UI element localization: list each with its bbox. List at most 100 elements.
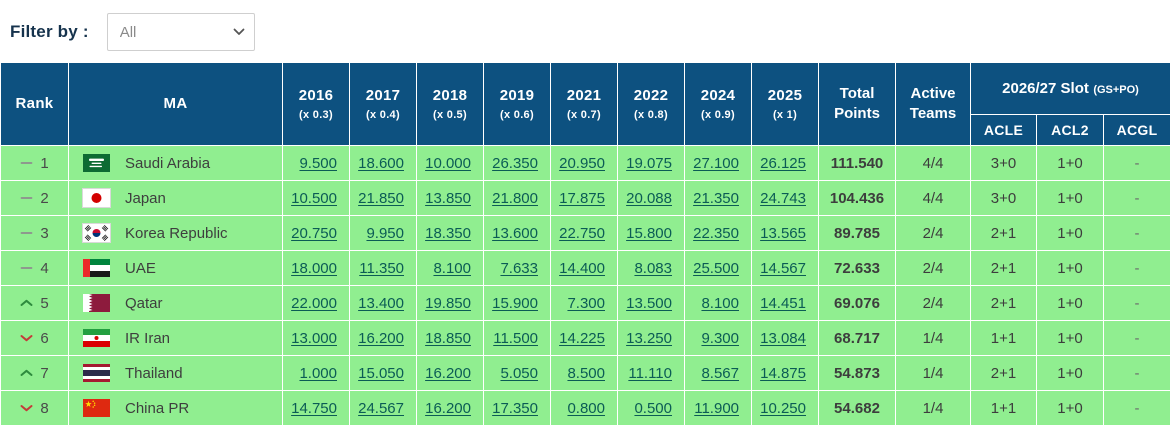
score-link[interactable]: 10.250 (760, 400, 806, 417)
score-link[interactable]: 8.567 (701, 365, 739, 382)
score-link[interactable]: 24.567 (358, 400, 404, 417)
score-link[interactable]: 0.500 (634, 400, 672, 417)
score-cell: 18.600 (350, 146, 417, 181)
score-cell: 13.600 (484, 216, 551, 251)
ranking-table: Rank MA 2016(x 0.3) 2017(x 0.4) 2018(x 0… (0, 62, 1170, 426)
score-link[interactable]: 13.000 (291, 330, 337, 347)
score-link[interactable]: 20.950 (559, 155, 605, 172)
score-link[interactable]: 9.500 (299, 155, 337, 172)
score-link[interactable]: 17.350 (492, 400, 538, 417)
score-link[interactable]: 9.300 (701, 330, 739, 347)
score-cell: 22.750 (551, 216, 618, 251)
score-link[interactable]: 13.565 (760, 225, 806, 242)
header-year-2022: 2022(x 0.8) (618, 63, 685, 146)
score-link[interactable]: 19.075 (626, 155, 672, 172)
score-link[interactable]: 11.900 (694, 400, 739, 417)
flag-korea-republic (83, 224, 110, 242)
score-link[interactable]: 8.500 (567, 365, 605, 382)
score-link[interactable]: 13.250 (626, 330, 672, 347)
flag-ir-iran (83, 329, 110, 347)
score-link[interactable]: 13.084 (760, 330, 806, 347)
score-link[interactable]: 14.225 (559, 330, 605, 347)
score-link[interactable]: 8.083 (634, 260, 672, 277)
score-link[interactable]: 26.350 (492, 155, 538, 172)
score-cell: 14.875 (752, 356, 819, 391)
score-link[interactable]: 18.850 (425, 330, 471, 347)
score-cell: 20.088 (618, 181, 685, 216)
score-link[interactable]: 21.800 (492, 190, 538, 207)
score-link[interactable]: 7.300 (567, 295, 605, 312)
score-link[interactable]: 9.950 (366, 225, 404, 242)
score-link[interactable]: 18.600 (358, 155, 404, 172)
score-link[interactable]: 13.850 (425, 190, 471, 207)
score-link[interactable]: 7.633 (500, 260, 538, 277)
rank-number: 5 (40, 295, 48, 312)
score-cell: 13.850 (417, 181, 484, 216)
filter-select[interactable]: All (107, 13, 255, 51)
score-link[interactable]: 15.900 (492, 295, 538, 312)
header-year-2019: 2019(x 0.6) (484, 63, 551, 146)
header-year-2016: 2016(x 0.3) (283, 63, 350, 146)
slot-acle: 2+1 (971, 216, 1037, 251)
score-link[interactable]: 14.400 (559, 260, 605, 277)
score-link[interactable]: 22.750 (559, 225, 605, 242)
slot-acl2: 1+0 (1037, 251, 1104, 286)
score-link[interactable]: 16.200 (425, 400, 471, 417)
score-link[interactable]: 16.200 (425, 365, 471, 382)
score-link[interactable]: 0.800 (567, 400, 605, 417)
score-cell: 8.100 (685, 286, 752, 321)
country-name: UAE (125, 260, 156, 277)
score-link[interactable]: 17.875 (559, 190, 605, 207)
score-cell: 21.800 (484, 181, 551, 216)
score-link[interactable]: 13.500 (626, 295, 672, 312)
score-link[interactable]: 10.000 (425, 155, 471, 172)
flag-japan (83, 189, 110, 207)
score-link[interactable]: 13.600 (492, 225, 538, 242)
slot-acgl: - (1104, 391, 1170, 426)
score-cell: 11.500 (484, 321, 551, 356)
slot-acl2: 1+0 (1037, 286, 1104, 321)
slot-acle: 1+1 (971, 391, 1037, 426)
score-cell: 17.875 (551, 181, 618, 216)
score-link[interactable]: 21.350 (693, 190, 739, 207)
score-link[interactable]: 25.500 (693, 260, 739, 277)
score-link[interactable]: 11.500 (493, 330, 538, 347)
score-link[interactable]: 10.500 (291, 190, 337, 207)
score-link[interactable]: 1.000 (299, 365, 337, 382)
slot-acl2: 1+0 (1037, 321, 1104, 356)
score-link[interactable]: 22.000 (291, 295, 337, 312)
score-link[interactable]: 13.400 (358, 295, 404, 312)
score-link[interactable]: 16.200 (358, 330, 404, 347)
score-link[interactable]: 15.050 (358, 365, 404, 382)
score-link[interactable]: 24.743 (760, 190, 806, 207)
active-teams: 4/4 (896, 181, 971, 216)
score-link[interactable]: 15.800 (626, 225, 672, 242)
flag-uae (83, 259, 110, 277)
score-link[interactable]: 11.110 (628, 365, 672, 382)
score-link[interactable]: 22.350 (693, 225, 739, 242)
total-points: 69.076 (819, 286, 896, 321)
score-link[interactable]: 5.050 (500, 365, 538, 382)
score-link[interactable]: 14.875 (760, 365, 806, 382)
score-link[interactable]: 26.125 (760, 155, 806, 172)
score-link[interactable]: 8.100 (701, 295, 739, 312)
score-link[interactable]: 18.000 (291, 260, 337, 277)
score-link[interactable]: 27.100 (693, 155, 739, 172)
header-ma: MA (69, 63, 283, 146)
score-link[interactable]: 20.750 (291, 225, 337, 242)
score-cell: 8.567 (685, 356, 752, 391)
score-link[interactable]: 18.350 (425, 225, 471, 242)
score-link[interactable]: 14.451 (760, 295, 806, 312)
score-link[interactable]: 8.100 (433, 260, 471, 277)
score-link[interactable]: 14.750 (291, 400, 337, 417)
country-cell: Japan (69, 181, 283, 216)
header-slot-group: 2026/27 Slot (GS+PO) (971, 63, 1170, 115)
score-link[interactable]: 14.567 (760, 260, 806, 277)
score-link[interactable]: 20.088 (626, 190, 672, 207)
score-link[interactable]: 11.350 (359, 260, 404, 277)
rank-cell: 8 (1, 391, 69, 426)
table-row: 4 UAE 18.000 11.350 8.100 7.633 14.400 8… (1, 251, 1170, 286)
score-link[interactable]: 19.850 (425, 295, 471, 312)
active-teams: 4/4 (896, 146, 971, 181)
score-link[interactable]: 21.850 (358, 190, 404, 207)
